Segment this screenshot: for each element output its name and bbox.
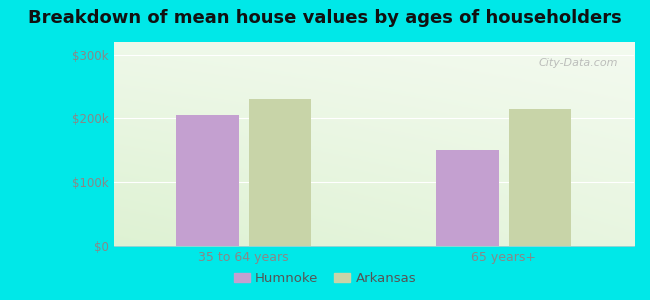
Legend: Humnoke, Arkansas: Humnoke, Arkansas <box>229 267 421 290</box>
Bar <box>176 115 239 246</box>
Bar <box>249 99 311 246</box>
Text: City-Data.com: City-Data.com <box>539 58 618 68</box>
Text: Breakdown of mean house values by ages of householders: Breakdown of mean house values by ages o… <box>28 9 622 27</box>
Bar <box>509 109 571 246</box>
Bar <box>436 150 499 246</box>
